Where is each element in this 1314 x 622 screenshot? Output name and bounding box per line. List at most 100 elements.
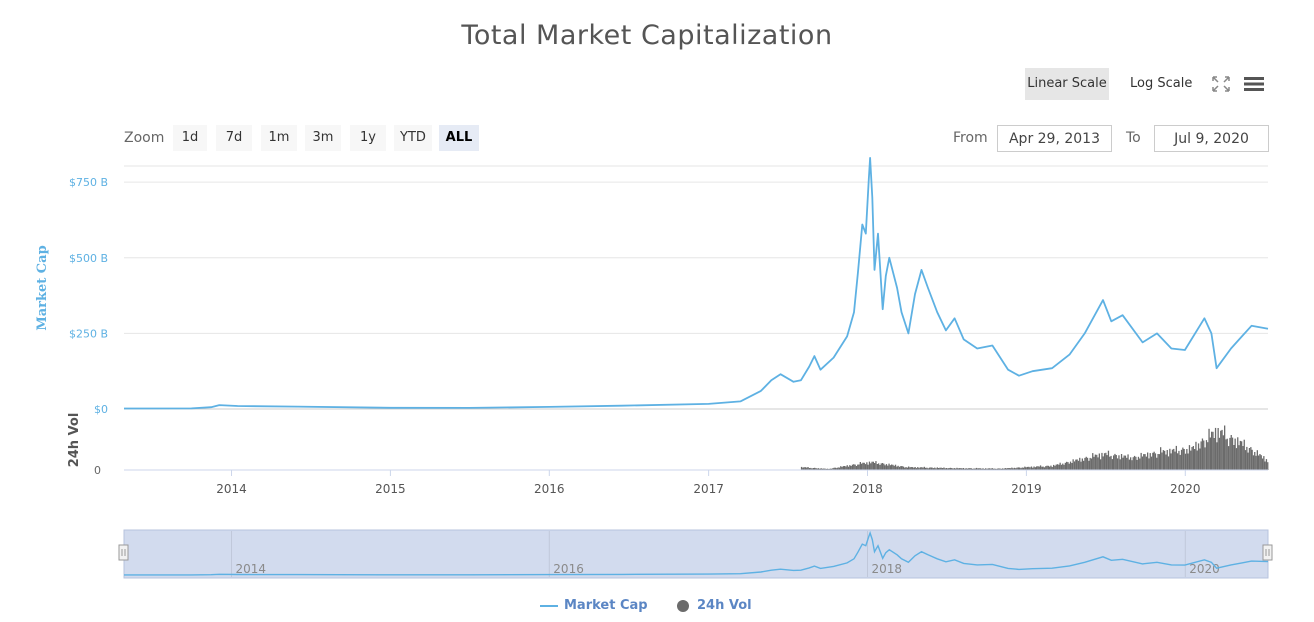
volume-zero-tick: 0 xyxy=(94,464,101,477)
volume-bar xyxy=(846,465,848,470)
volume-bar xyxy=(872,461,874,470)
chart-title: Total Market Capitalization xyxy=(461,20,833,51)
navigator[interactable]: 2014 2016 2018 2020 xyxy=(118,529,1273,579)
volume-bar xyxy=(1194,449,1196,470)
volume-bar xyxy=(927,468,929,470)
volume-bar xyxy=(922,467,924,470)
volume-bar xyxy=(1255,455,1257,470)
y-tick-label: $0 xyxy=(94,403,108,416)
volume-bar xyxy=(910,467,912,470)
volume-bar xyxy=(1011,467,1013,470)
navigator-tick-label: 2016 xyxy=(553,562,584,576)
log-scale-button[interactable]: Log Scale xyxy=(1130,76,1193,91)
fullscreen-button[interactable] xyxy=(1208,72,1234,96)
volume-bar xyxy=(1244,450,1247,470)
circle-symbol-icon xyxy=(677,599,689,612)
volume-bar xyxy=(1075,459,1077,470)
volume-bar xyxy=(983,468,985,470)
volume-bar xyxy=(866,462,868,470)
volume-bar xyxy=(1224,425,1226,470)
volume-bar xyxy=(1072,459,1074,470)
volume-bar xyxy=(1182,447,1184,470)
volume-bar xyxy=(1252,455,1255,470)
menu-button[interactable] xyxy=(1241,72,1267,96)
volume-bar xyxy=(1259,454,1261,470)
volume-bar xyxy=(861,463,863,470)
from-label: From xyxy=(953,130,988,146)
volume-bar xyxy=(921,467,923,470)
volume-bar xyxy=(996,468,999,470)
volume-bar xyxy=(1199,448,1201,470)
volume-bar xyxy=(953,468,955,470)
volume-bar xyxy=(812,468,814,470)
volume-bar xyxy=(1261,458,1264,470)
volume-bar xyxy=(842,466,844,470)
volume-bar xyxy=(875,461,877,470)
volume-bar xyxy=(1139,458,1141,470)
zoom-button-1m[interactable]: 1m xyxy=(261,125,297,151)
legend-item-volume[interactable]: 24h Vol xyxy=(677,598,752,613)
legend-item-market-cap[interactable]: Market Cap xyxy=(540,598,648,613)
volume-bar xyxy=(1171,449,1174,470)
to-label: To xyxy=(1126,130,1141,146)
volume-bar xyxy=(1020,468,1022,470)
volume-bar xyxy=(1127,454,1129,470)
from-date-input[interactable] xyxy=(997,125,1112,152)
volume-bar xyxy=(1165,454,1167,470)
linear-scale-button[interactable]: Linear Scale xyxy=(1025,68,1109,100)
zoom-button-all[interactable]: ALL xyxy=(439,125,479,151)
zoom-button-3m[interactable]: 3m xyxy=(305,125,341,151)
volume-bar xyxy=(1130,457,1132,470)
volume-bar xyxy=(1167,456,1170,470)
zoom-button-1d[interactable]: 1d xyxy=(173,125,207,151)
volume-bar xyxy=(945,468,948,470)
x-tick-label: 2014 xyxy=(216,482,247,496)
to-date-input[interactable] xyxy=(1154,125,1269,152)
volume-bar xyxy=(1115,455,1117,470)
navigator-mask xyxy=(123,529,1269,579)
zoom-button-1y[interactable]: 1y xyxy=(350,125,386,151)
volume-bar xyxy=(1144,454,1146,470)
volume-bar xyxy=(870,463,872,470)
volume-bar xyxy=(858,464,860,470)
volume-bar xyxy=(1047,465,1049,470)
volume-bar xyxy=(1036,466,1038,470)
volume-bar xyxy=(1246,446,1248,470)
volume-bar xyxy=(1016,467,1018,470)
volume-bar xyxy=(1267,462,1269,470)
volume-bar xyxy=(1169,448,1171,470)
volume-bar xyxy=(981,468,983,470)
volume-bar xyxy=(1026,466,1029,470)
navigator-handle-left[interactable] xyxy=(118,544,129,561)
volume-bar xyxy=(845,466,847,470)
legend: Market Cap 24h Vol xyxy=(0,598,1314,618)
volume-bar xyxy=(1205,440,1208,470)
volume-bar xyxy=(832,468,834,470)
grid xyxy=(124,181,1268,410)
volume-bar xyxy=(935,468,937,470)
volume-bar xyxy=(1024,466,1026,470)
volume-bar xyxy=(1059,462,1061,470)
volume-bar xyxy=(1079,457,1081,470)
volume-bar xyxy=(1222,435,1224,470)
volume-bar xyxy=(1083,460,1085,470)
volume-bar xyxy=(1002,468,1004,470)
volume-bar xyxy=(958,468,961,470)
volume-bar xyxy=(1034,467,1036,470)
volume-bar xyxy=(1080,461,1082,470)
y-axis-ticks: $0 $250 B $500 B $750 B xyxy=(69,176,108,416)
navigator-handle-right[interactable] xyxy=(1262,544,1273,561)
volume-bar xyxy=(864,464,867,470)
volume-bar xyxy=(934,467,936,470)
volume-bar xyxy=(908,466,910,470)
y-tick-label: $250 B xyxy=(69,327,108,340)
volume-bar xyxy=(1030,466,1033,470)
volume-bar xyxy=(977,468,979,470)
volume-bar xyxy=(1090,458,1093,470)
zoom-button-7d[interactable]: 7d xyxy=(216,125,252,151)
volume-bar xyxy=(1058,464,1060,470)
volume-bar xyxy=(1049,466,1051,470)
zoom-button-ytd[interactable]: YTD xyxy=(394,125,432,151)
volume-bar xyxy=(1055,464,1057,470)
volume-bar xyxy=(1153,451,1155,470)
